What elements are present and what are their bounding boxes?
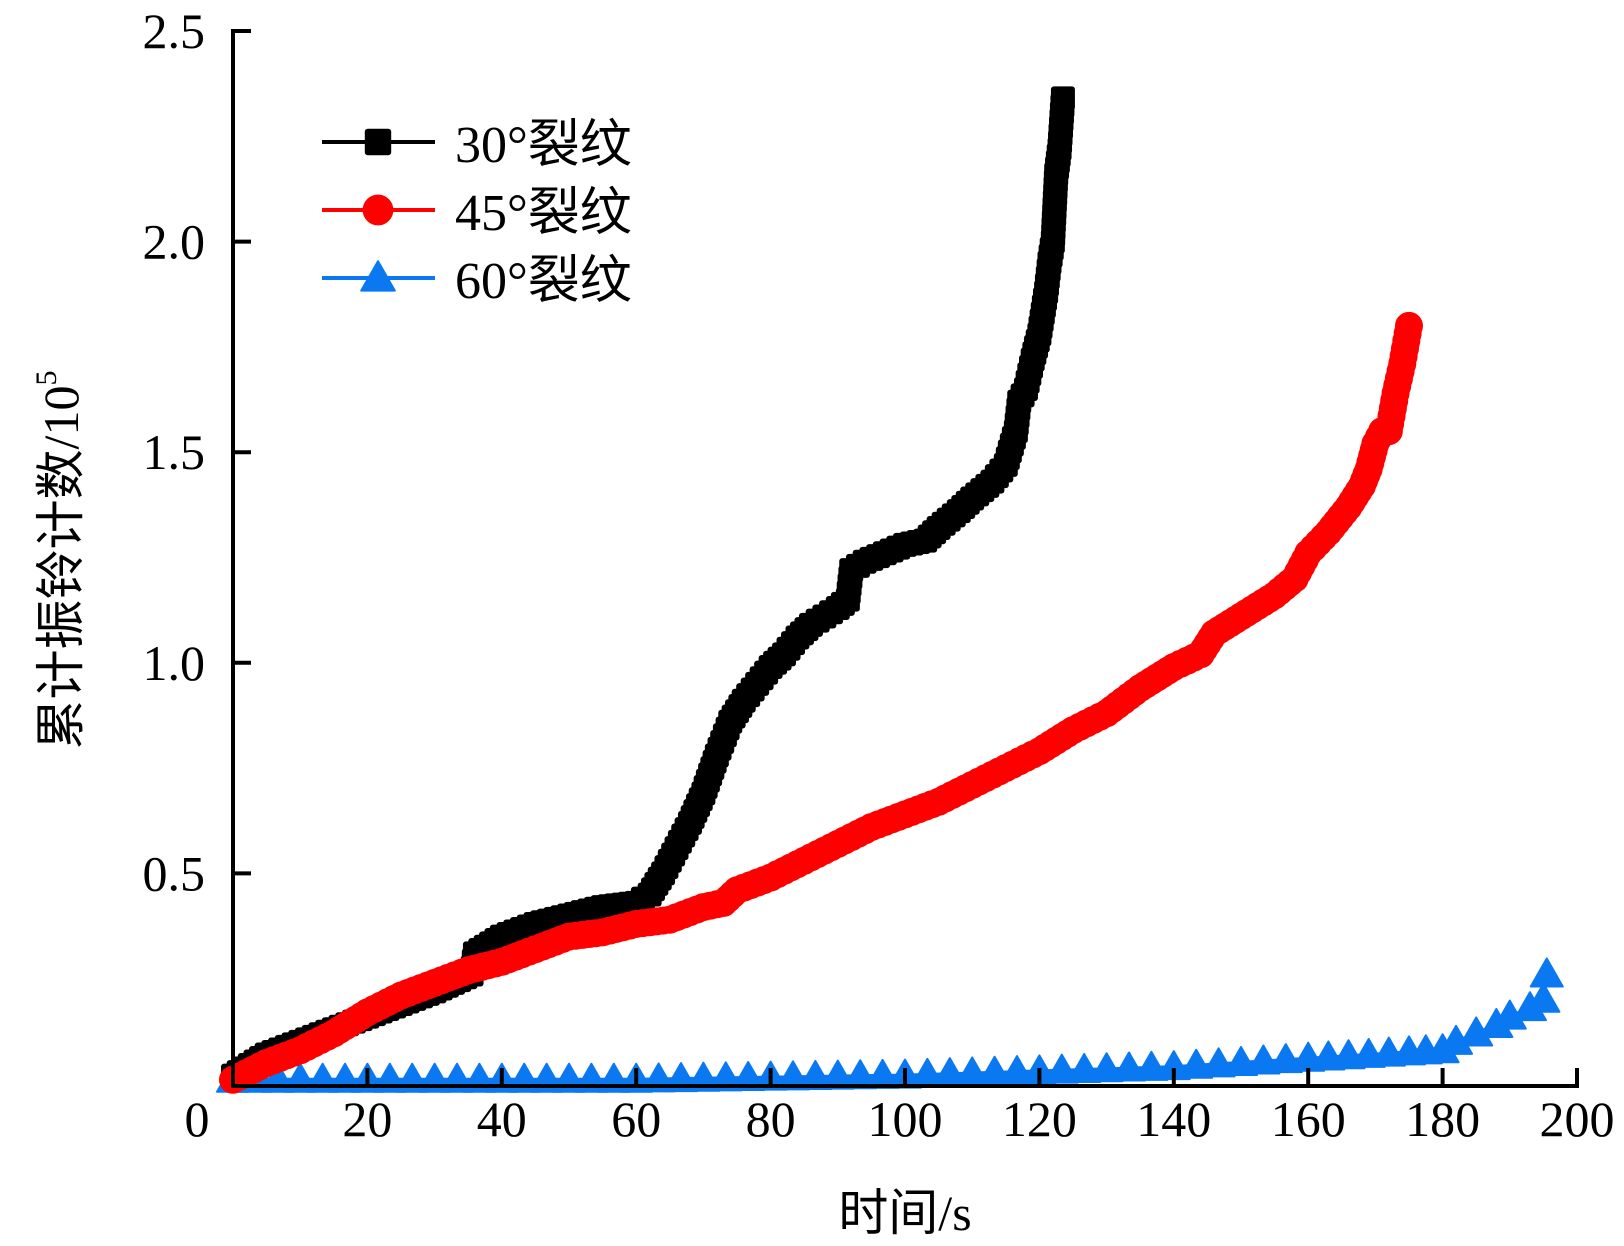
series-layer — [216, 86, 1564, 1094]
legend-label: 30°裂纹 — [455, 117, 632, 174]
data-point-triangle — [1526, 982, 1561, 1013]
series-line — [232, 325, 1411, 1082]
data-point-triangle — [686, 1061, 721, 1092]
data-point-triangle — [1112, 1051, 1146, 1082]
data-point-triangle — [1089, 1052, 1124, 1083]
x-tick-label: 40 — [477, 1091, 527, 1147]
data-point-triangle — [1067, 1052, 1102, 1083]
y-axis-title-exponent: 5 — [30, 371, 63, 386]
series-0 — [221, 86, 1075, 1088]
data-point-circle — [1395, 311, 1423, 340]
legend-label: 60°裂纹 — [455, 253, 632, 310]
data-point-square — [364, 128, 392, 156]
y-axis-title-group: 累计振铃计数/105 — [30, 371, 89, 750]
y-axis-title: 累计振铃计数/105 — [30, 371, 89, 750]
data-point-triangle — [1246, 1044, 1281, 1075]
x-tick-label: 20 — [342, 1091, 392, 1147]
data-point-triangle — [798, 1059, 833, 1090]
data-point-triangle — [1179, 1048, 1214, 1079]
series-1 — [219, 311, 1423, 1094]
x-tick-label: 80 — [746, 1091, 796, 1147]
ticks: 0 20 40 60 80 100 120 140 160 180 200 0.5 1.0 1.5 2.0 2… — [143, 3, 1615, 1147]
x-tick-label: 140 — [1136, 1091, 1211, 1147]
data-point-square — [1050, 86, 1075, 111]
data-point-triangle — [820, 1059, 855, 1090]
y-tick-label: 0.5 — [143, 845, 206, 901]
data-point-triangle — [1044, 1053, 1079, 1084]
y-axis-title-text: 累计振铃计数/10 — [33, 386, 89, 750]
y-tick-label: 1.5 — [143, 424, 206, 480]
data-point-triangle — [843, 1059, 878, 1090]
data-point-triangle — [1134, 1050, 1169, 1081]
x-tick-label: 0 — [185, 1091, 210, 1147]
data-point-triangle — [1201, 1047, 1236, 1078]
data-point-triangle — [360, 260, 396, 292]
y-tick-label: 2.5 — [143, 3, 206, 59]
x-tick-label: 160 — [1271, 1091, 1346, 1147]
legend: 30°裂纹 45°裂纹 60°裂纹 — [322, 117, 632, 310]
x-tick-label: 60 — [611, 1091, 661, 1147]
y-tick-label: 2.0 — [143, 214, 206, 270]
y-tick-label: 1.0 — [143, 635, 206, 691]
data-point-triangle — [731, 1061, 766, 1092]
x-axis-title: 时间/s — [838, 1185, 971, 1241]
x-tick-label: 100 — [868, 1091, 943, 1147]
x-tick-label: 120 — [1002, 1091, 1077, 1147]
legend-label: 45°裂纹 — [455, 185, 632, 242]
x-tick-label: 200 — [1540, 1091, 1615, 1147]
data-point-triangle — [1224, 1045, 1258, 1076]
data-point-circle — [362, 194, 394, 226]
data-point-triangle — [776, 1060, 810, 1091]
data-point-triangle — [708, 1061, 743, 1092]
data-point-triangle — [1268, 1043, 1303, 1074]
data-point-triangle — [1529, 957, 1564, 988]
x-tick-label: 180 — [1405, 1091, 1480, 1147]
